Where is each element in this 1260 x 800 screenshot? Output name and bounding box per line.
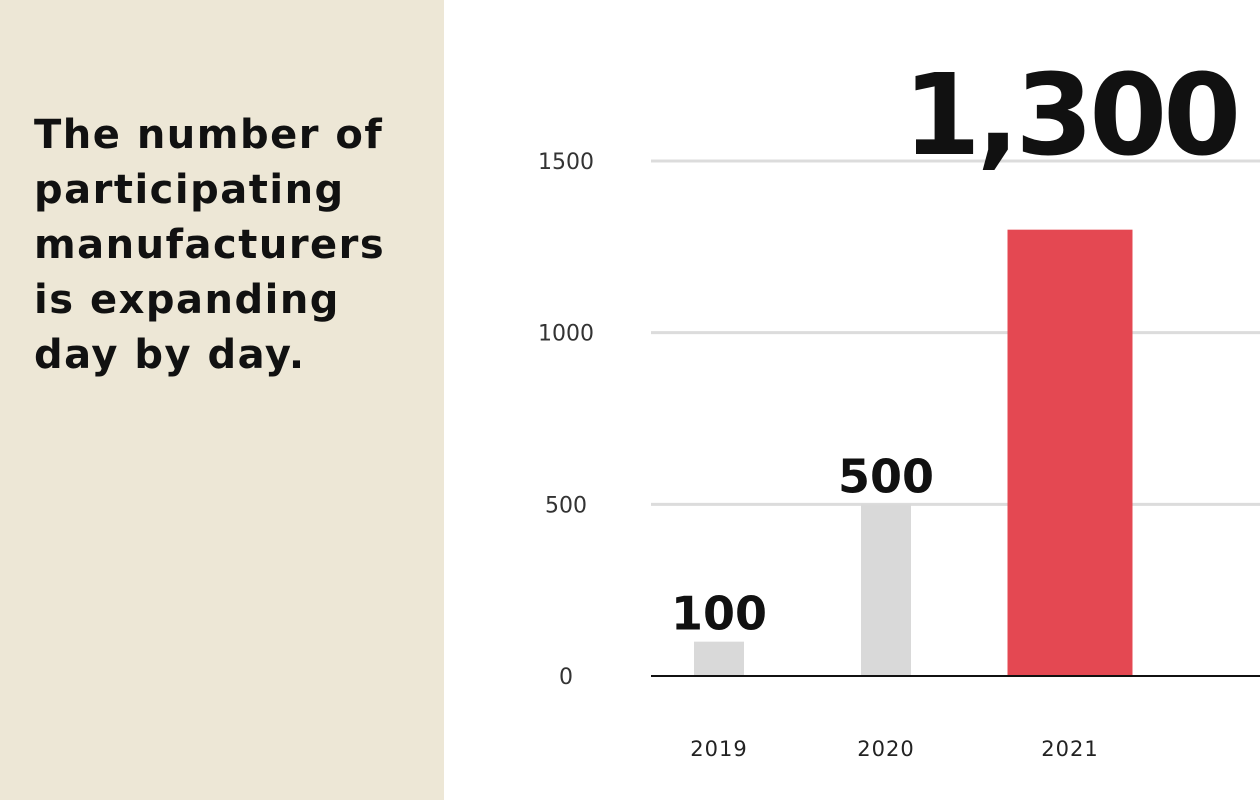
y-tick-label: 0: [559, 665, 573, 690]
bar: [861, 504, 911, 676]
x-tick-label: 2020: [857, 737, 914, 761]
y-tick-label: 500: [545, 493, 587, 518]
side-panel: The number of participating manufacturer…: [0, 0, 444, 800]
x-tick-label: 2019: [690, 737, 747, 761]
y-tick-label: 1500: [538, 150, 594, 175]
headline: The number of participating manufacturer…: [34, 112, 386, 378]
data-label: 500: [838, 449, 934, 503]
chart-area: 0 500 1000 1500 100 2019 500 2020 1,300 2021: [444, 0, 1260, 800]
x-tick-label: 2021: [1041, 737, 1098, 761]
bar: [1007, 229, 1133, 676]
data-label: 1,300: [903, 51, 1237, 181]
y-tick-label: 1000: [538, 322, 594, 347]
bar-chart: 0 500 1000 1500 100 2019 500 2020 1,300 2021: [538, 51, 1260, 761]
bar: [694, 641, 744, 676]
data-label: 100: [671, 587, 767, 641]
